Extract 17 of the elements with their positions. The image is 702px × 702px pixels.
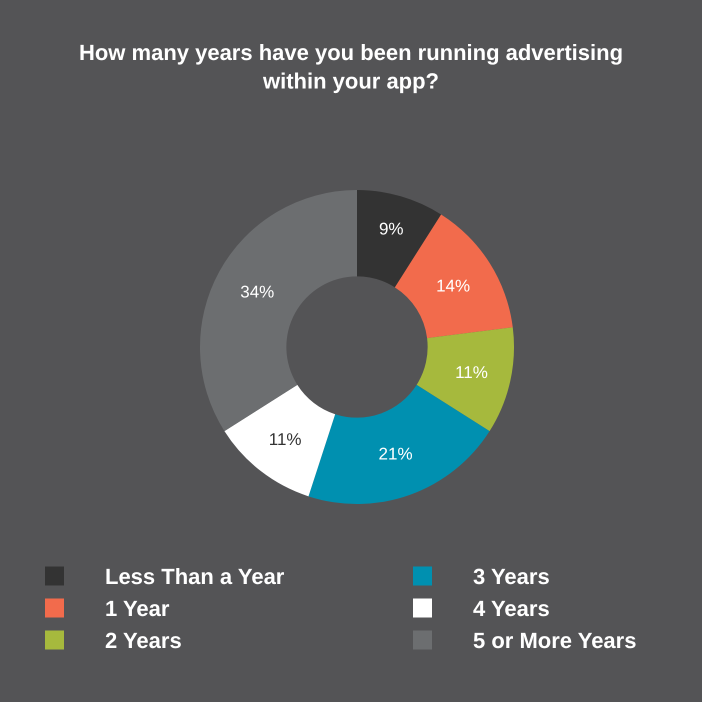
- legend-label: Less Than a Year: [105, 564, 285, 589]
- legend-label: 4 Years: [473, 596, 550, 621]
- donut-slice: [416, 327, 514, 432]
- donut-slice: [308, 384, 490, 504]
- data-label: 21%: [378, 444, 413, 464]
- data-label: 11%: [455, 363, 488, 382]
- legend-label: 5 or More Years: [473, 628, 636, 653]
- legend-label: 1 Year: [105, 596, 170, 621]
- donut-slice: [224, 384, 336, 496]
- donut-slice: [200, 190, 357, 432]
- data-label: 11%: [268, 430, 302, 450]
- legend-label: 2 Years: [105, 628, 182, 653]
- data-label: 34%: [240, 282, 274, 302]
- data-label: 9%: [378, 220, 404, 239]
- data-label: 14%: [436, 276, 470, 296]
- chart-title: How many years have you been running advertising within your app?: [78, 40, 624, 94]
- legend-label: 3 Years: [473, 564, 550, 589]
